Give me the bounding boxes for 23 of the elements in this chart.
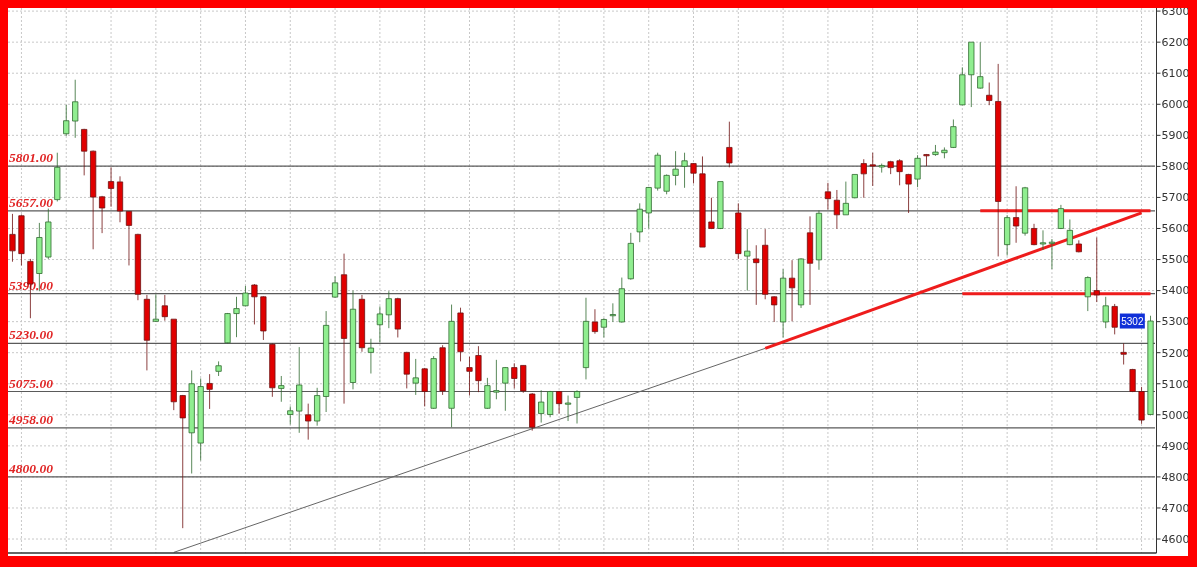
y-tick-label: 5500 [1161, 253, 1190, 267]
y-tick-label: 4900 [1161, 439, 1190, 453]
y-tick-label: 6200 [1161, 36, 1190, 50]
y-tick-label: 5600 [1161, 222, 1190, 236]
y-tick-label: 5800 [1161, 160, 1190, 174]
ref-line-label: 5801.00 [9, 150, 54, 166]
ref-line-label: 4800.00 [8, 460, 54, 476]
y-tick-label: 5200 [1161, 346, 1190, 360]
y-tick-label: 4800 [1161, 470, 1190, 484]
y-tick-label: 5300 [1161, 315, 1190, 329]
ref-line-label: 5075.00 [9, 375, 54, 391]
ref-line-label: 4958.00 [8, 411, 54, 427]
y-tick-label: 5900 [1161, 129, 1190, 143]
ref-line-label: 5657.00 [9, 194, 54, 210]
y-tick-label: 4600 [1161, 532, 1190, 546]
y-tick-label: 5000 [1161, 408, 1190, 422]
y-tick-label: 5400 [1161, 284, 1190, 298]
ref-line-label: 5230.00 [9, 327, 54, 343]
y-tick-label: 5100 [1161, 377, 1190, 391]
y-tick-label: 6000 [1161, 98, 1190, 112]
y-tick-label: 5700 [1161, 191, 1190, 205]
y-tick-label: 4700 [1161, 501, 1190, 515]
y-tick-label: 6100 [1161, 67, 1190, 81]
